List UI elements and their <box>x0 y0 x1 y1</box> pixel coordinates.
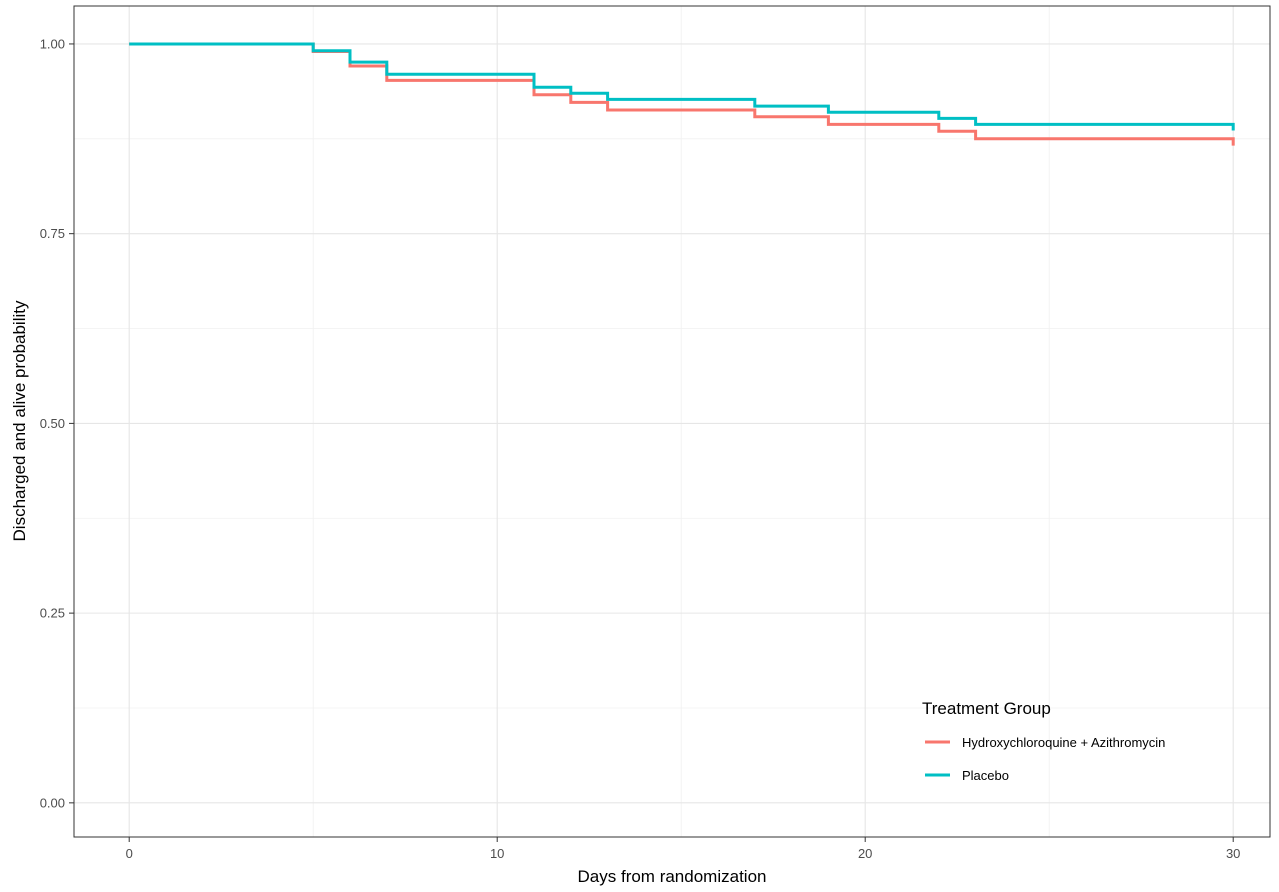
legend-label-hydroxychloroquine-azithromycin: Hydroxychloroquine + Azithromycin <box>962 735 1165 750</box>
y-tick-label: 0.25 <box>40 606 65 621</box>
legend-label-placebo: Placebo <box>962 768 1009 783</box>
y-axis-title: Discharged and alive probability <box>10 300 29 541</box>
series-layer <box>129 42 1235 146</box>
x-axis-title: Days from randomization <box>578 867 767 886</box>
panel-background <box>74 6 1270 837</box>
y-tick-label: 0.50 <box>40 416 65 431</box>
x-tick-label: 20 <box>858 846 872 861</box>
x-tick-label: 30 <box>1226 846 1240 861</box>
x-axis: 0 10 20 30 <box>126 837 1240 861</box>
legend: Treatment Group Hydroxychloroquine + Azi… <box>922 699 1165 783</box>
series-line-placebo <box>129 42 1235 131</box>
legend-title: Treatment Group <box>922 699 1051 718</box>
minor-gridlines <box>74 6 1270 837</box>
x-tick-label: 0 <box>126 846 133 861</box>
panel-border <box>73 5 1271 838</box>
y-tick-label: 1.00 <box>40 36 65 51</box>
y-tick-label: 0.00 <box>40 795 65 810</box>
y-tick-label: 0.75 <box>40 226 65 241</box>
y-axis: 0.00 0.25 0.50 0.75 1.00 <box>40 36 74 810</box>
x-tick-label: 10 <box>490 846 504 861</box>
